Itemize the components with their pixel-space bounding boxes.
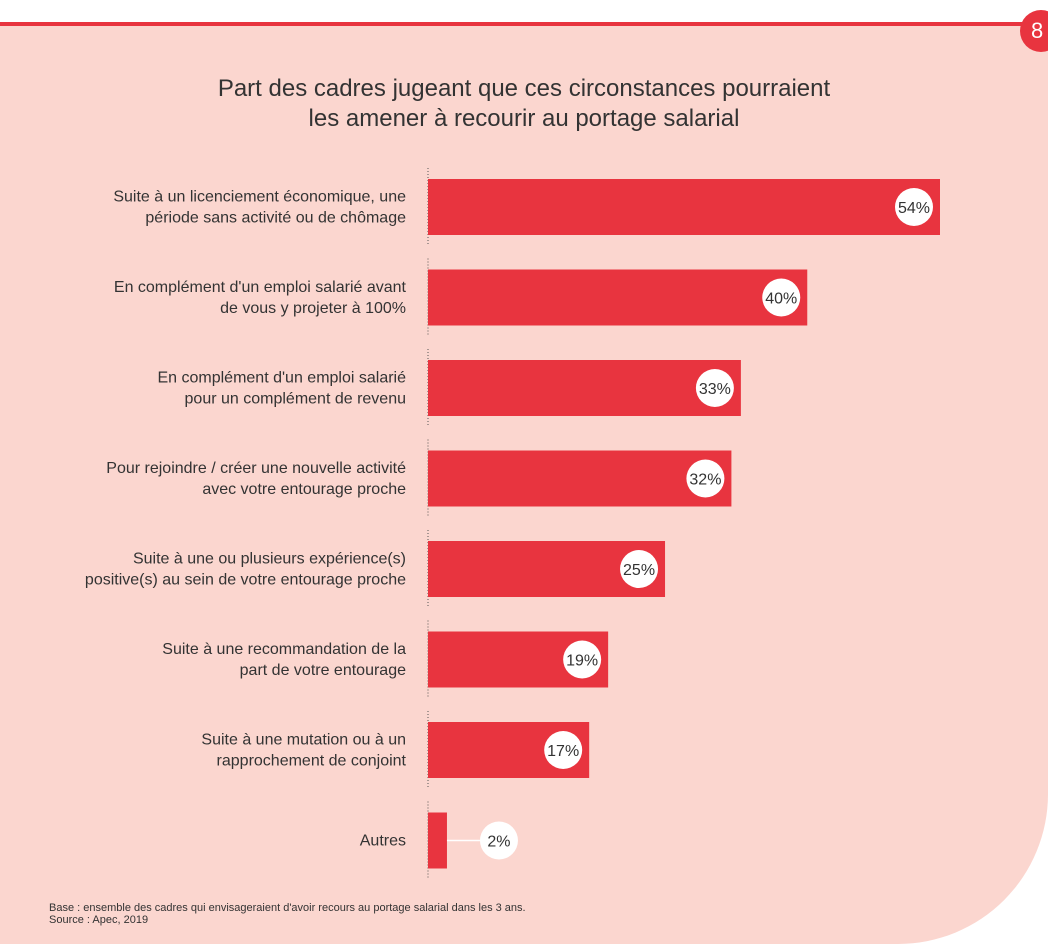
category-label: Suite à une ou plusieurs expérience(s) <box>133 551 406 568</box>
category-label: avec votre entourage proche <box>202 481 406 498</box>
chart-title-line-1: Part des cadres jugeant que ces circonst… <box>217 75 831 102</box>
category-label: Autres <box>360 833 406 850</box>
bar <box>428 269 808 326</box>
value-label: 33% <box>699 381 731 398</box>
category-label: Suite à un licenciement économique, une <box>113 189 406 206</box>
bar <box>428 360 741 416</box>
footnote: Base : ensemble des cadres qui envisager… <box>49 902 526 926</box>
value-label: 19% <box>566 653 598 670</box>
value-circle <box>686 459 725 498</box>
value-label: 40% <box>765 291 797 308</box>
category-label: part de votre entourage <box>240 662 406 679</box>
category-label: rapprochement de conjoint <box>217 753 407 770</box>
chart-title: Part des cadres jugeant que ces circonst… <box>0 74 1048 134</box>
top-rule <box>0 22 1036 26</box>
value-label: 17% <box>547 743 579 760</box>
page-number: 8 <box>1031 18 1044 43</box>
bar <box>428 450 732 507</box>
value-label: 32% <box>689 472 721 489</box>
value-circle <box>479 821 518 860</box>
category-label: de vous y projeter à 100% <box>220 300 406 317</box>
value-label: 2% <box>487 834 510 851</box>
footnote-base: Base : ensemble des cadres qui envisager… <box>49 902 526 914</box>
value-circle <box>544 731 583 769</box>
value-circle <box>620 550 659 588</box>
value-circle <box>563 640 602 679</box>
page-number-badge: 8 <box>1020 10 1048 52</box>
value-label: 25% <box>623 562 655 579</box>
value-label: 54% <box>898 200 930 217</box>
category-label: positive(s) au sein de votre entourage p… <box>85 572 406 589</box>
bar <box>428 179 940 235</box>
category-label: Pour rejoindre / créer une nouvelle acti… <box>106 460 406 477</box>
category-label: Suite à une recommandation de la <box>162 641 406 658</box>
category-label: Suite à une mutation ou à un <box>201 732 406 749</box>
category-label: En complément d'un emploi salarié <box>157 370 406 387</box>
value-circle <box>895 188 933 226</box>
category-label: période sans activité ou de chômage <box>145 210 406 227</box>
bar <box>428 812 447 869</box>
category-label: En complément d'un emploi salarié avant <box>114 279 407 296</box>
footnote-source: Source : Apec, 2019 <box>49 914 149 926</box>
value-circle <box>762 278 801 317</box>
category-label: pour un complément de revenu <box>185 391 406 408</box>
value-circle <box>695 369 734 407</box>
chart-title-line-2: les amener à recourir au portage salaria… <box>308 105 740 132</box>
